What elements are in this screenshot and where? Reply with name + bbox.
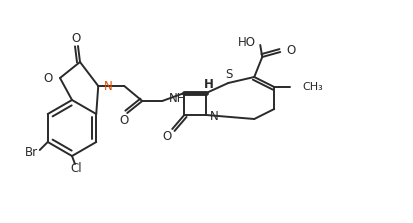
Text: O: O bbox=[44, 72, 53, 85]
Text: H: H bbox=[204, 78, 214, 91]
Text: CH₃: CH₃ bbox=[301, 82, 322, 92]
Text: Cl: Cl bbox=[70, 161, 82, 175]
Text: HO: HO bbox=[237, 37, 256, 50]
Text: O: O bbox=[162, 130, 171, 142]
Text: Br: Br bbox=[25, 145, 38, 159]
Text: N: N bbox=[104, 80, 113, 93]
Text: O: O bbox=[119, 114, 128, 126]
Text: S: S bbox=[225, 68, 233, 81]
Text: O: O bbox=[71, 33, 81, 45]
Text: NH: NH bbox=[169, 93, 186, 105]
Text: O: O bbox=[285, 43, 295, 56]
Text: N: N bbox=[210, 111, 218, 124]
